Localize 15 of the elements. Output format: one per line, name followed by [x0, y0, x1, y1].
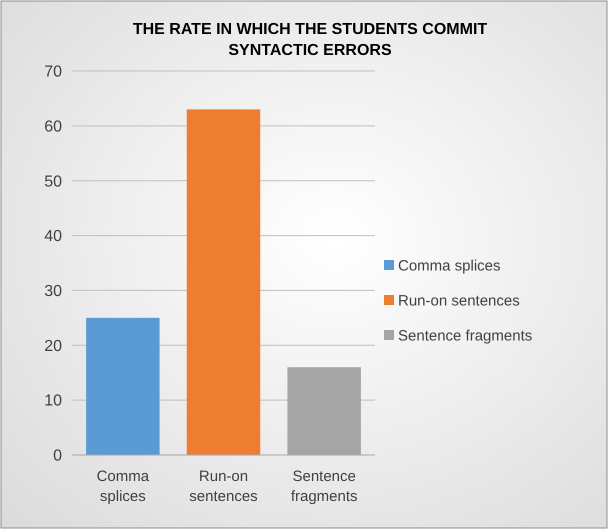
y-tick-label: 70 [44, 64, 62, 81]
legend-label: Comma splices [398, 257, 501, 274]
x-tick-label: Comma splices [96, 468, 150, 505]
chart-title: THE RATE IN WHICH THE STUDENTS COMMIT SYNTACTIC ERRORS [132, 21, 488, 59]
x-tick-label: Sentence fragments [290, 468, 358, 505]
legend-label: Sentence fragments [398, 327, 532, 344]
y-tick-label: 20 [44, 338, 62, 355]
y-tick-label: 40 [44, 228, 62, 246]
y-tick-label: 50 [44, 173, 62, 190]
x-tick-label: Run-on sentences [189, 468, 258, 505]
y-tick-label: 60 [44, 118, 62, 136]
y-tick-label: 10 [44, 392, 62, 410]
y-tick-label: 0 [53, 448, 62, 465]
y-tick-label: 30 [44, 283, 62, 300]
legend-label: Run-on sentences [398, 292, 520, 310]
